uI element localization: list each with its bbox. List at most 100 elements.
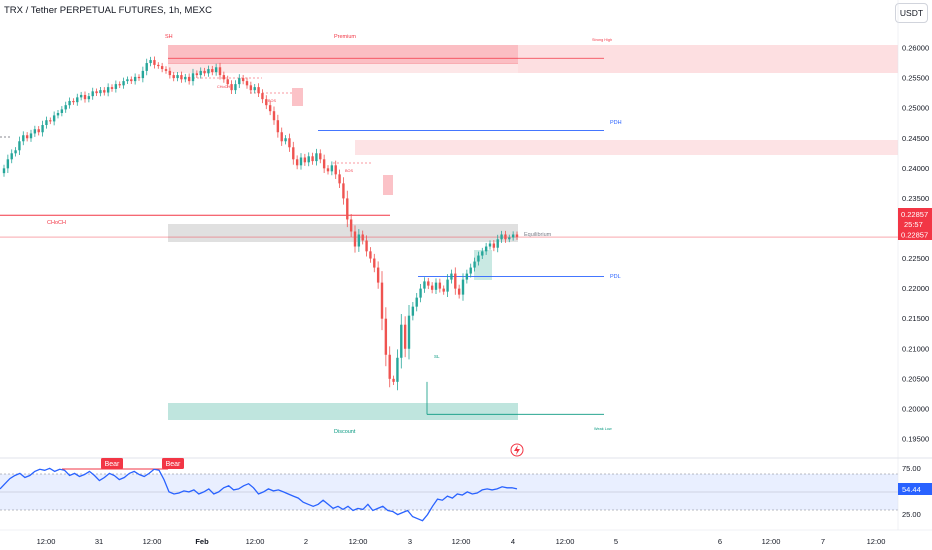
choch-small-label: CHoCH <box>217 85 230 89</box>
candle <box>396 349 399 391</box>
candle <box>95 88 98 97</box>
last-price-label: 0.22857 <box>901 210 928 219</box>
candle <box>180 71 183 83</box>
candle <box>280 127 283 146</box>
price-tick: 0.20500 <box>902 374 929 383</box>
candle <box>6 154 10 173</box>
candle <box>461 273 465 301</box>
candle <box>438 278 442 293</box>
bos-label-2: BOS <box>345 169 353 173</box>
candle <box>392 375 395 385</box>
candle <box>488 240 492 250</box>
candle <box>64 101 67 113</box>
price-tick: 0.21000 <box>902 344 929 353</box>
countdown-label: 25:57 <box>904 220 923 229</box>
candle <box>346 190 349 228</box>
choch-label: CHoCH <box>47 220 66 226</box>
candle <box>114 80 118 93</box>
candle <box>218 62 222 80</box>
candle <box>160 62 164 73</box>
candle <box>214 63 218 76</box>
candle <box>272 106 276 125</box>
candle <box>257 83 260 98</box>
time-tick: 12:00 <box>556 537 575 546</box>
candle <box>41 120 44 137</box>
premium-zone <box>168 45 518 64</box>
candle <box>515 231 519 240</box>
time-tick: 6 <box>718 537 722 546</box>
candle <box>380 271 384 331</box>
lightning-icon[interactable] <box>510 443 524 457</box>
candle <box>249 81 253 94</box>
time-axis[interactable]: 12:00 31 12:00 Feb 12:00 2 12:00 3 12:00 4 12:00 5 6… <box>0 529 932 546</box>
bear-signal-1-label: Bear <box>105 461 120 468</box>
candle <box>126 76 129 84</box>
candle <box>2 164 6 177</box>
candle <box>511 231 515 241</box>
candle <box>330 161 334 176</box>
candle <box>187 73 191 85</box>
candle <box>106 83 110 97</box>
currency-button[interactable]: USDT <box>895 3 928 23</box>
price-line-label: 0.22857 <box>901 231 928 240</box>
candle <box>369 247 372 263</box>
bos-label-1: BOS <box>268 99 276 103</box>
candle <box>315 148 318 166</box>
time-tick: 5 <box>614 537 618 546</box>
candle <box>195 70 199 78</box>
candle <box>450 269 453 284</box>
time-tick: 12:00 <box>452 537 471 546</box>
candle <box>508 234 511 243</box>
candle <box>103 87 106 96</box>
candle <box>473 257 476 272</box>
candle <box>18 136 21 155</box>
candle <box>265 95 268 110</box>
time-tick: 3 <box>408 537 412 546</box>
swing-low-label: SL <box>434 354 440 359</box>
price-tick: 0.25500 <box>902 74 929 83</box>
candle <box>211 65 214 76</box>
candle <box>253 83 256 94</box>
candle <box>83 91 87 103</box>
price-axis[interactable]: 0.26000 0.25500 0.25000 0.24500 0.24000 0.235… <box>897 0 929 530</box>
candle <box>33 125 37 137</box>
rsi-line <box>0 467 518 522</box>
time-tick: 7 <box>821 537 825 546</box>
candle <box>49 117 52 125</box>
candle <box>261 89 264 104</box>
ob-block-1 <box>292 88 303 106</box>
candle <box>168 67 172 79</box>
time-tick: 12:00 <box>143 537 162 546</box>
candle <box>76 93 79 106</box>
price-tick: 0.24500 <box>902 134 929 143</box>
candle <box>241 74 245 85</box>
candle <box>172 71 175 82</box>
candle <box>110 84 114 92</box>
candle <box>191 68 195 86</box>
candle <box>457 284 461 299</box>
candle <box>303 153 307 166</box>
time-tick: 12:00 <box>349 537 368 546</box>
rsi-tick-75: 75.00 <box>902 464 921 473</box>
candle <box>415 292 418 312</box>
candle <box>361 230 364 245</box>
candle <box>145 58 148 76</box>
candles <box>2 56 519 391</box>
candle <box>118 81 121 89</box>
candle <box>477 251 480 266</box>
candle <box>384 307 388 367</box>
candle <box>22 131 25 146</box>
candle <box>37 126 40 136</box>
bear-signal-1: Bear <box>101 458 123 469</box>
candle <box>87 92 91 103</box>
candle <box>25 132 29 142</box>
price-tick: 0.20000 <box>902 404 929 413</box>
candle <box>226 75 229 88</box>
time-tick: 12:00 <box>246 537 265 546</box>
pdl-label: PDL <box>610 274 621 280</box>
candle <box>133 73 137 85</box>
candle <box>207 65 210 77</box>
candle <box>122 77 125 89</box>
